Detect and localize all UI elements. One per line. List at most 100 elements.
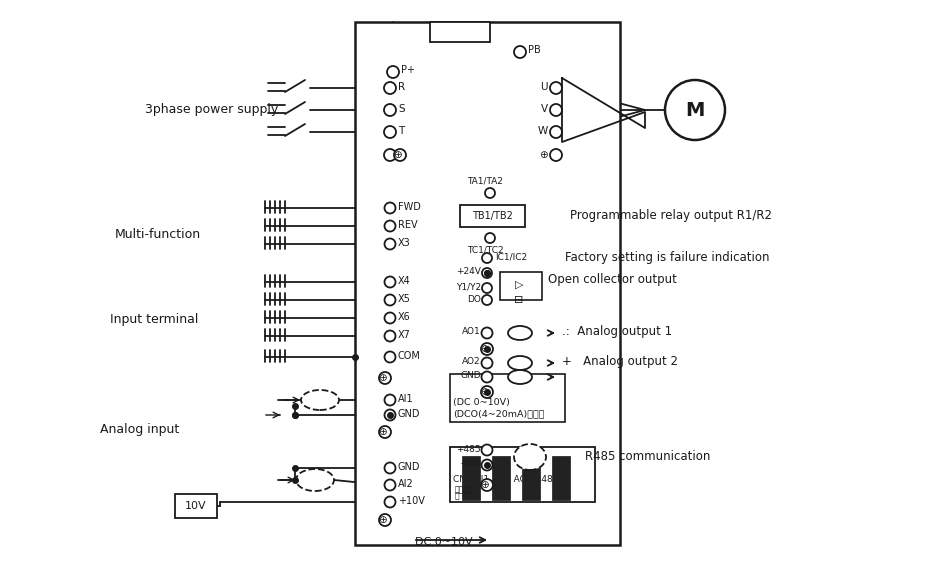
Circle shape	[481, 343, 493, 355]
Circle shape	[385, 463, 395, 473]
Circle shape	[385, 331, 395, 341]
Text: Analog input: Analog input	[100, 424, 180, 437]
Circle shape	[385, 497, 395, 507]
Circle shape	[385, 352, 395, 362]
Ellipse shape	[296, 469, 334, 491]
Circle shape	[385, 312, 395, 324]
Text: (DCO(4~20mA)可转换: (DCO(4~20mA)可转换	[453, 409, 544, 418]
Bar	[552, 456, 570, 500]
Text: ⊕: ⊕	[377, 515, 387, 525]
Text: X7: X7	[398, 330, 410, 340]
Circle shape	[384, 149, 396, 161]
Text: AO1: AO1	[463, 328, 481, 336]
Text: R: R	[398, 82, 405, 92]
Circle shape	[550, 82, 562, 94]
Circle shape	[385, 277, 395, 287]
Circle shape	[482, 253, 492, 263]
Text: V: V	[541, 104, 548, 114]
Text: COM: COM	[398, 351, 421, 361]
Circle shape	[482, 459, 492, 471]
Text: X6: X6	[398, 312, 410, 322]
Circle shape	[481, 386, 493, 398]
Circle shape	[379, 372, 391, 384]
Text: TA1/TA2: TA1/TA2	[467, 176, 503, 185]
Circle shape	[385, 409, 395, 421]
Circle shape	[385, 395, 395, 405]
Circle shape	[482, 445, 492, 455]
Text: AI1: AI1	[398, 394, 413, 404]
Circle shape	[482, 268, 492, 278]
Text: X5: X5	[398, 294, 410, 304]
Text: GND: GND	[461, 371, 481, 380]
Circle shape	[482, 358, 492, 369]
Text: DO: DO	[467, 294, 481, 303]
Text: ⊟: ⊟	[514, 295, 523, 305]
Bar	[492, 456, 510, 500]
Circle shape	[385, 221, 395, 231]
Circle shape	[482, 295, 492, 305]
Bar	[450, 374, 565, 422]
Text: GND: GND	[398, 409, 421, 419]
Circle shape	[385, 480, 395, 490]
Text: AI2: AI2	[398, 479, 414, 489]
Text: 扯展接口: 扯展接口	[455, 485, 473, 494]
Text: Multi-function: Multi-function	[115, 227, 201, 240]
Bar	[522, 456, 540, 500]
Circle shape	[384, 126, 396, 138]
Text: S: S	[398, 104, 405, 114]
Text: P+: P+	[401, 65, 415, 75]
Circle shape	[384, 104, 396, 116]
Text: TB1/TB2: TB1/TB2	[471, 211, 512, 221]
Circle shape	[550, 149, 562, 161]
Text: ⊕: ⊕	[392, 150, 401, 160]
Text: TC1/TC2: TC1/TC2	[466, 246, 504, 255]
Circle shape	[550, 126, 562, 138]
Circle shape	[481, 479, 493, 491]
Text: PB: PB	[528, 45, 541, 55]
Text: ⊕: ⊕	[480, 480, 488, 490]
Circle shape	[665, 80, 725, 140]
Text: +10V: +10V	[398, 496, 425, 506]
Text: Open collector output: Open collector output	[548, 273, 676, 286]
Text: ⊕: ⊕	[377, 373, 387, 383]
Text: ⊕: ⊕	[480, 387, 488, 397]
Circle shape	[384, 82, 396, 94]
Circle shape	[379, 514, 391, 526]
Text: CN1 AI1 AO1 AO2 R485: CN1 AI1 AO1 AO2 R485	[453, 476, 559, 484]
Text: R485 communication: R485 communication	[585, 451, 711, 463]
Bar	[460, 205, 525, 227]
Bar	[430, 22, 490, 42]
Text: AO2: AO2	[463, 358, 481, 366]
Text: GND: GND	[398, 462, 421, 472]
Text: ▷: ▷	[515, 280, 523, 290]
Text: (DC 0~10V): (DC 0~10V)	[453, 399, 510, 408]
Text: -485: -485	[461, 459, 481, 468]
Bar	[450, 447, 595, 502]
Text: W: W	[538, 126, 548, 136]
Circle shape	[387, 66, 399, 78]
Text: ⊕: ⊕	[480, 344, 488, 354]
Text: M: M	[685, 100, 705, 120]
Text: T: T	[398, 126, 405, 136]
Circle shape	[385, 202, 395, 214]
Text: 口: 口	[455, 492, 460, 501]
Text: Factory setting is failure indication: Factory setting is failure indication	[565, 252, 770, 264]
Circle shape	[379, 426, 391, 438]
Text: X4: X4	[398, 276, 410, 286]
Ellipse shape	[301, 390, 339, 410]
Circle shape	[394, 149, 406, 161]
Circle shape	[385, 294, 395, 306]
Text: X3: X3	[398, 238, 410, 248]
Text: Y1/Y2: Y1/Y2	[456, 282, 481, 291]
Polygon shape	[562, 78, 645, 142]
Text: Input terminal: Input terminal	[110, 314, 199, 327]
Text: REV: REV	[398, 220, 418, 230]
Text: +24V: +24V	[456, 268, 481, 277]
Text: .:  Analog output 1: .: Analog output 1	[562, 325, 673, 338]
Text: U: U	[541, 82, 548, 92]
Text: +   Analog output 2: + Analog output 2	[562, 356, 678, 369]
Circle shape	[482, 328, 492, 338]
Text: DC 0~10V: DC 0~10V	[415, 537, 473, 547]
Circle shape	[482, 283, 492, 293]
Bar	[175, 494, 217, 518]
